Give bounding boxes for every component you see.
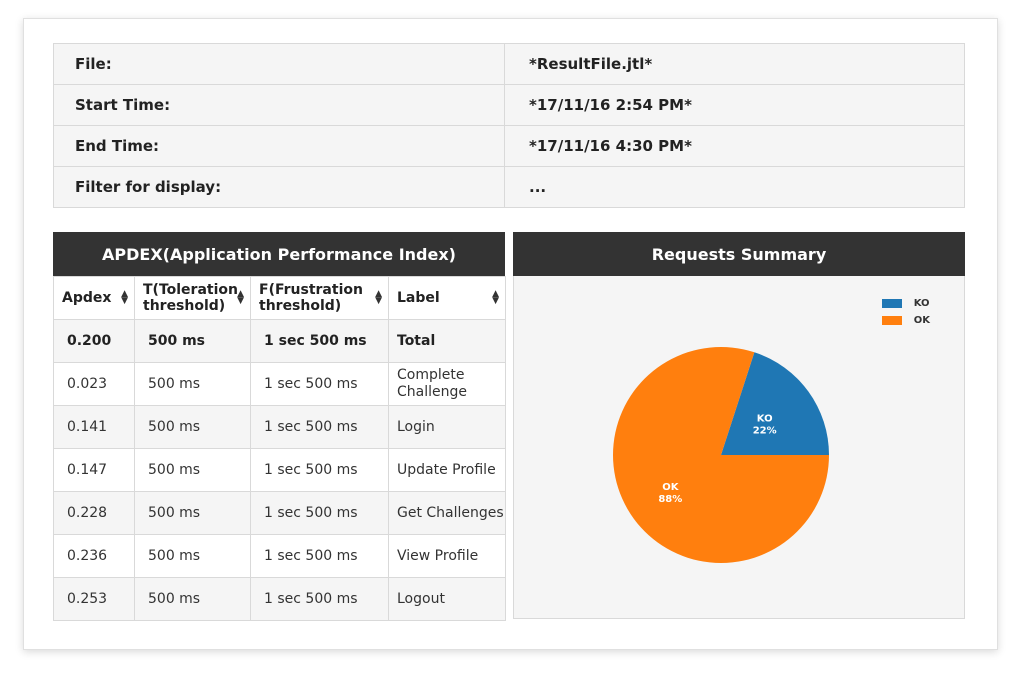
apdex-title: APDEX(Application Performance Index) xyxy=(53,232,505,276)
apdex-panel: APDEX(Application Performance Index) Apd… xyxy=(53,232,506,621)
sort-icon[interactable]: ▲ ▼ xyxy=(492,289,499,306)
toleration-cell: 500 ms xyxy=(134,577,251,621)
sort-icon[interactable]: ▲ ▼ xyxy=(237,289,244,306)
info-table: File: *ResultFile.jtl* Start Time: *17/11/1… xyxy=(53,43,965,208)
table-row: 0.253 500 ms 1 sec 500 ms Logout xyxy=(53,577,506,621)
apdex-cell: 0.023 xyxy=(53,362,135,406)
column-header-toleration-line1: T(Toleration xyxy=(143,282,238,298)
info-value: *ResultFile.jtl* xyxy=(504,43,965,85)
info-value: *17/11/16 4:30 PM* xyxy=(504,125,965,167)
apdex-cell: 0.253 xyxy=(53,577,135,621)
label-cell: Login xyxy=(388,405,506,449)
chart-legend: KO OK xyxy=(881,295,930,329)
frustration-cell: 1 sec 500 ms xyxy=(250,577,389,621)
table-row: 0.228 500 ms 1 sec 500 ms Get Challenges xyxy=(53,491,506,535)
info-value: ... xyxy=(504,166,965,208)
column-header-frustration[interactable]: F(Frustration threshold) ▲ ▼ xyxy=(250,276,389,320)
legend-label: KO xyxy=(913,298,930,309)
apdex-table: Apdex ▲ ▼ T(Toleration threshold) ▲ ▼ F(Fr… xyxy=(53,276,506,621)
column-header-toleration[interactable]: T(Toleration threshold) ▲ ▼ xyxy=(134,276,251,320)
info-value: *17/11/16 2:54 PM* xyxy=(504,84,965,126)
pie-value-label-ok: 88% xyxy=(658,494,682,505)
apdex-cell: 0.200 xyxy=(53,319,135,363)
toleration-cell: 500 ms xyxy=(134,319,251,363)
legend-item[interactable]: OK xyxy=(881,312,930,329)
apdex-cell: 0.147 xyxy=(53,448,135,492)
label-cell: Update Profile xyxy=(388,448,506,492)
table-row: 0.200 500 ms 1 sec 500 ms Total xyxy=(53,319,506,363)
toleration-cell: 500 ms xyxy=(134,448,251,492)
column-header-frustration-line2: threshold) xyxy=(259,298,342,314)
info-row: Start Time: *17/11/16 2:54 PM* xyxy=(53,84,965,126)
toleration-cell: 500 ms xyxy=(134,362,251,406)
legend-swatch xyxy=(881,299,902,308)
column-header-frustration-line1: F(Frustration xyxy=(259,282,363,298)
info-key: End Time: xyxy=(53,125,505,167)
legend-label: OK xyxy=(913,315,930,326)
apdex-cell: 0.141 xyxy=(53,405,135,449)
table-row: 0.147 500 ms 1 sec 500 ms Update Profile xyxy=(53,448,506,492)
column-header-apdex[interactable]: Apdex ▲ ▼ xyxy=(53,276,135,320)
frustration-cell: 1 sec 500 ms xyxy=(250,319,389,363)
table-row: 0.236 500 ms 1 sec 500 ms View Profile xyxy=(53,534,506,578)
column-header-apdex-label: Apdex xyxy=(62,290,112,306)
toleration-cell: 500 ms xyxy=(134,534,251,578)
info-row: End Time: *17/11/16 4:30 PM* xyxy=(53,125,965,167)
table-row: 0.141 500 ms 1 sec 500 ms Login xyxy=(53,405,506,449)
pie-slice-ko[interactable] xyxy=(721,352,829,455)
frustration-cell: 1 sec 500 ms xyxy=(250,362,389,406)
table-row: 0.023 500 ms 1 sec 500 ms Complete Challeng… xyxy=(53,362,506,406)
pie-label-ok: OK xyxy=(662,482,680,493)
info-row: Filter for display:... xyxy=(53,166,965,208)
apdex-cell: 0.228 xyxy=(53,491,135,535)
pie-slice-ok[interactable] xyxy=(613,347,829,563)
label-cell: Logout xyxy=(388,577,506,621)
legend-item[interactable]: KO xyxy=(881,295,930,312)
toleration-cell: 500 ms xyxy=(134,405,251,449)
column-header-label-text: Label xyxy=(397,290,440,306)
label-cell: View Profile xyxy=(388,534,506,578)
sort-icon[interactable]: ▲ ▼ xyxy=(375,289,382,306)
column-header-toleration-line2: threshold) xyxy=(143,298,226,314)
info-key: Start Time: xyxy=(53,84,505,126)
pie-label-ko: KO xyxy=(757,413,773,424)
info-key: Filter for display: xyxy=(53,166,505,208)
label-cell: Complete Challenge xyxy=(388,362,506,406)
requests-summary-title: Requests Summary xyxy=(513,232,965,276)
legend-swatch xyxy=(881,316,902,325)
info-key: File: xyxy=(53,43,505,85)
frustration-cell: 1 sec 500 ms xyxy=(250,534,389,578)
frustration-cell: 1 sec 500 ms xyxy=(250,405,389,449)
label-cell: Get Challenges xyxy=(388,491,506,535)
info-row: File: *ResultFile.jtl* xyxy=(53,43,965,85)
apdex-cell: 0.236 xyxy=(53,534,135,578)
pie-value-label-ko: 22% xyxy=(753,425,777,436)
requests-summary-panel: Requests Summary KO OK KO 22% OK 88% xyxy=(513,232,965,619)
label-cell: Total xyxy=(388,319,506,363)
column-header-label[interactable]: Label ▲ ▼ xyxy=(388,276,506,320)
frustration-cell: 1 sec 500 ms xyxy=(250,448,389,492)
toleration-cell: 500 ms xyxy=(134,491,251,535)
frustration-cell: 1 sec 500 ms xyxy=(250,491,389,535)
sort-icon[interactable]: ▲ ▼ xyxy=(121,289,128,306)
